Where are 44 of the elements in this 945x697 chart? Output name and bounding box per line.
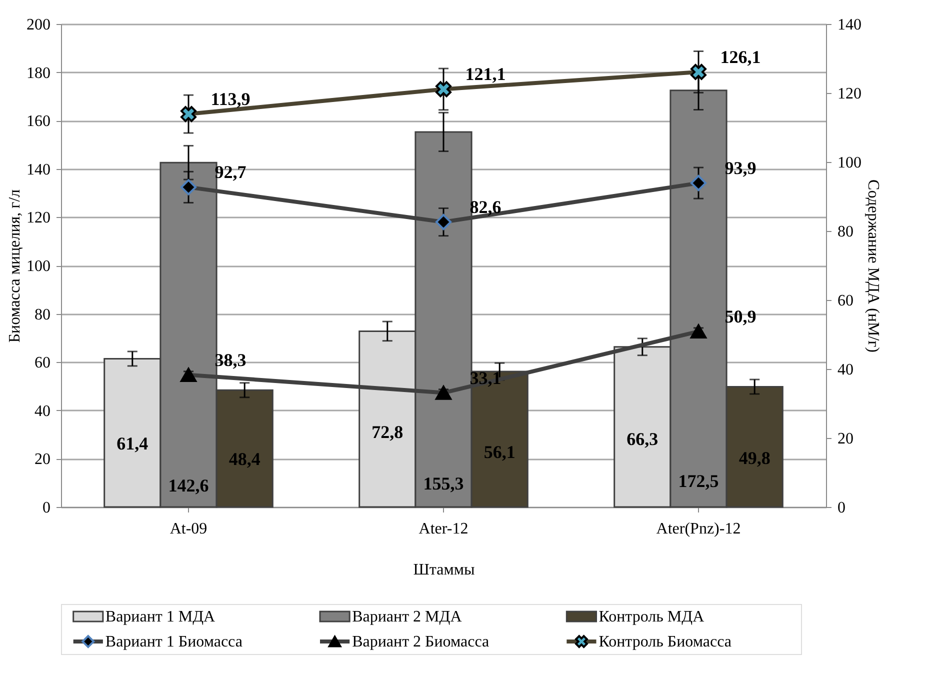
data-label: 126,1 [720,46,761,67]
x-tick-label: At-09 [170,520,208,538]
data-label: 56,1 [484,442,516,462]
x-tick-label: Ater-12 [418,520,468,538]
y2-axis-title: Содержание МДА (нМ/г) [864,180,882,352]
data-label: 72,8 [372,422,404,442]
y-tick-label: 0 [42,500,50,516]
y-tick-label: 60 [34,354,50,372]
data-label: 33,1 [470,368,502,388]
y2-tick-label: 120 [838,86,862,102]
y2-tick-label: 100 [838,154,862,172]
x-axis-title: Штаммы [413,562,475,578]
y-tick-label: 100 [26,258,50,275]
data-label: 121,1 [465,64,506,84]
legend-label: Контроль Биомасса [598,634,732,650]
data-label: 113,9 [210,89,250,110]
y-tick-label: 160 [26,113,50,130]
data-label: 61,4 [116,434,148,454]
data-label: 66,3 [626,428,658,449]
y-tick-label: 20 [34,451,50,468]
y-tick-label: 200 [26,16,50,34]
legend-label: Вариант 1 Биомасса [105,634,242,650]
data-label: 48,4 [228,449,260,470]
data-label: 172,5 [678,471,719,492]
y2-tick-label: 0 [838,500,846,516]
x-tick-label: Ater(Pnz)-12 [656,520,741,538]
y-tick-label: 40 [34,402,50,420]
y-tick-label: 140 [26,161,50,178]
data-label: 142,6 [168,475,209,496]
y-tick-label: 180 [26,64,50,82]
y2-tick-label: 140 [838,16,862,34]
legend-label: Вариант 2 Биомасса [352,634,490,650]
y-tick-label: 120 [26,210,50,227]
y-tick-label: 80 [34,306,50,324]
y2-tick-label: 60 [838,292,854,310]
legend-label: Контроль МДА [598,608,705,626]
legend-label: Вариант 1 МДА [105,608,216,626]
y2-tick-label: 20 [838,430,854,448]
y-axis-title: Биомасса мицелия, г/л [6,189,24,343]
data-label: 155,3 [423,473,464,494]
y2-tick-label: 80 [838,224,854,240]
data-label: 49,8 [738,448,770,468]
y2-tick-label: 40 [838,362,854,378]
legend-label: Вариант 2 МДА [352,608,462,626]
